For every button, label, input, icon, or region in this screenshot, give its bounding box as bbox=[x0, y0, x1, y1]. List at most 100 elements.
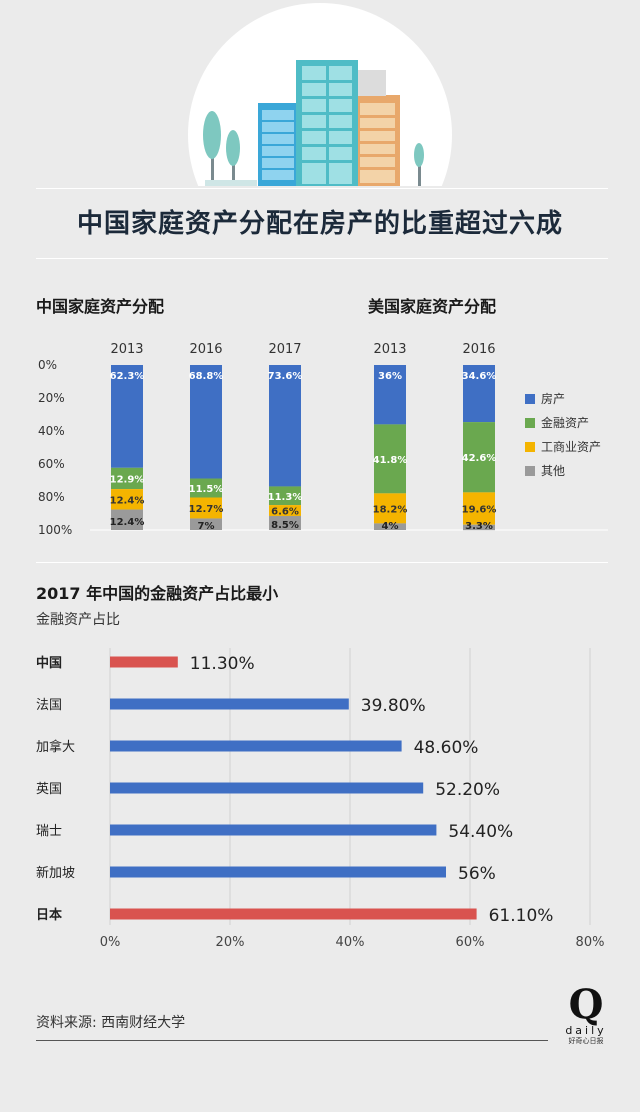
y-tick-label: 0% bbox=[38, 358, 57, 372]
stack-segment bbox=[269, 515, 301, 530]
year-label: 2016 bbox=[462, 342, 495, 357]
segment-label: 12.9% bbox=[110, 474, 145, 485]
segment-label: 41.8% bbox=[373, 455, 408, 466]
segment-label: 6.6% bbox=[271, 507, 299, 518]
country-label: 中国 bbox=[36, 655, 62, 671]
segment-label: 12.4% bbox=[110, 495, 145, 506]
section-rule bbox=[36, 562, 608, 563]
bar bbox=[110, 782, 424, 794]
bar bbox=[110, 740, 402, 752]
value-label: 52.20% bbox=[435, 780, 500, 800]
x-tick-label: 0% bbox=[100, 935, 121, 950]
legend-swatch bbox=[525, 442, 535, 452]
stack-segment bbox=[190, 365, 222, 479]
country-label: 瑞士 bbox=[36, 824, 62, 839]
y-tick-label: 20% bbox=[38, 391, 65, 405]
us-chart-title: 美国家庭资产分配 bbox=[368, 297, 497, 316]
segment-label: 3.3% bbox=[465, 521, 493, 532]
stack-segment bbox=[111, 467, 143, 490]
stack-segment bbox=[374, 493, 406, 524]
segment-label: 36% bbox=[378, 371, 402, 382]
x-tick-label: 40% bbox=[336, 935, 365, 950]
segment-label: 19.6% bbox=[462, 505, 497, 516]
qdaily-logo: Q daily 好奇心日报 bbox=[556, 985, 616, 1046]
legend-label: 金融资产 bbox=[541, 415, 589, 430]
stack-segment bbox=[374, 365, 406, 425]
x-tick-label: 80% bbox=[576, 935, 605, 950]
bar bbox=[110, 824, 437, 836]
stack-segment bbox=[374, 523, 406, 530]
stack-segment bbox=[190, 478, 222, 498]
title-rule-top bbox=[36, 188, 608, 189]
horizontal-bar-chart: 0% 20% 40% 60% 80% 中国 11.30% 法国 39.80% 加拿大 48.60% 英… bbox=[36, 648, 605, 950]
segment-label: 11.3% bbox=[268, 492, 303, 503]
logo-letter: Q bbox=[568, 981, 604, 1028]
legend-swatch bbox=[525, 394, 535, 404]
bar bbox=[110, 908, 477, 920]
segment-label: 7% bbox=[198, 521, 215, 532]
x-tick-label: 20% bbox=[216, 935, 245, 950]
bar bbox=[110, 698, 349, 710]
value-label: 39.80% bbox=[361, 696, 426, 716]
legend-label: 房产 bbox=[541, 391, 565, 406]
stack-segment bbox=[111, 365, 143, 468]
segment-label: 12.4% bbox=[110, 517, 145, 528]
country-label: 法国 bbox=[36, 698, 62, 713]
stack-segment bbox=[111, 509, 143, 530]
year-label: 2017 bbox=[268, 342, 301, 357]
legend-swatch bbox=[525, 466, 535, 476]
stack-segment bbox=[463, 422, 495, 493]
china-chart-title: 中国家庭资产分配 bbox=[36, 297, 165, 316]
segment-label: 18.2% bbox=[373, 504, 408, 515]
legend-label: 工商业资产 bbox=[541, 439, 601, 454]
stack-segment bbox=[269, 505, 301, 516]
stack-segment bbox=[269, 486, 301, 506]
stack-segment bbox=[463, 365, 495, 423]
stack-segment bbox=[374, 424, 406, 494]
segment-label: 11.5% bbox=[189, 484, 224, 495]
segment-label: 42.6% bbox=[462, 453, 497, 464]
y-tick-label: 60% bbox=[38, 457, 65, 471]
title-rule-bottom bbox=[36, 258, 608, 259]
segment-label: 8.5% bbox=[271, 520, 299, 531]
bar bbox=[110, 866, 446, 878]
bar bbox=[110, 656, 178, 668]
year-label: 2013 bbox=[110, 342, 143, 357]
stack-segment bbox=[190, 497, 222, 519]
bar-chart-title: 2017 年中国的金融资产占比最小 bbox=[36, 584, 279, 603]
value-label: 11.30% bbox=[190, 654, 255, 674]
country-label: 加拿大 bbox=[36, 739, 75, 755]
year-label: 2016 bbox=[189, 342, 222, 357]
legend-label: 其他 bbox=[541, 464, 565, 478]
y-tick-label: 40% bbox=[38, 424, 65, 438]
source-note: 资料来源: 西南财经大学 bbox=[36, 1015, 186, 1031]
legend-swatch bbox=[525, 418, 535, 428]
bar-chart-subtitle: 金融资产占比 bbox=[36, 612, 120, 628]
hero-illustration bbox=[0, 3, 640, 190]
y-tick-label: 80% bbox=[38, 490, 65, 504]
stack-segment bbox=[269, 365, 301, 487]
country-label: 日本 bbox=[36, 907, 62, 923]
segment-label: 34.6% bbox=[462, 371, 497, 382]
segment-label: 68.8% bbox=[189, 371, 224, 382]
stacked-bar-chart: 0% 20% 40% 60% 80% 100% 2013 62.3% 12.9% 12.4% 12.… bbox=[38, 342, 608, 537]
country-label: 英国 bbox=[36, 782, 62, 797]
value-label: 61.10% bbox=[489, 906, 554, 926]
segment-label: 4% bbox=[382, 521, 399, 532]
footer-rule bbox=[36, 1040, 548, 1041]
segment-label: 12.7% bbox=[189, 504, 224, 515]
segment-label: 62.3% bbox=[110, 371, 145, 382]
value-label: 48.60% bbox=[414, 738, 479, 758]
logo-tagline: 好奇心日报 bbox=[568, 1037, 604, 1045]
logo-word: daily bbox=[565, 1024, 607, 1037]
page-title: 中国家庭资产分配在房产的比重超过六成 bbox=[76, 209, 563, 239]
stack-segment bbox=[190, 518, 222, 530]
x-tick-label: 60% bbox=[456, 935, 485, 950]
y-tick-label: 100% bbox=[38, 523, 72, 537]
stack-segment bbox=[463, 492, 495, 525]
year-label: 2013 bbox=[373, 342, 406, 357]
value-label: 56% bbox=[458, 864, 496, 884]
stack-segment bbox=[111, 489, 143, 510]
stack-segment bbox=[463, 524, 495, 531]
country-label: 新加坡 bbox=[36, 865, 75, 881]
